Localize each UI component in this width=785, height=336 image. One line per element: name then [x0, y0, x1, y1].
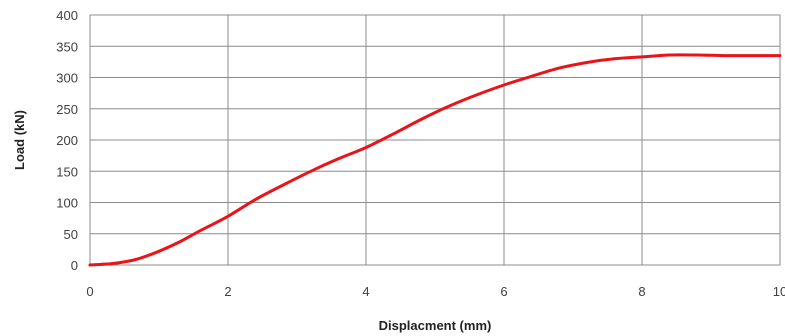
y-axis-label: Load (kN) — [12, 110, 27, 170]
y-tick-label: 250 — [56, 102, 78, 117]
x-tick-label: 10 — [773, 284, 785, 299]
y-tick-label: 200 — [56, 133, 78, 148]
y-tick-label: 400 — [56, 8, 78, 23]
load-series-line — [88, 53, 782, 267]
y-tick-label: 0 — [71, 258, 78, 273]
x-tick-label: 6 — [500, 284, 507, 299]
x-axis-label: Displacment (mm) — [379, 318, 492, 333]
y-tick-label: 50 — [64, 227, 78, 242]
x-axis-ticks: 0 2 4 6 8 10 — [86, 284, 785, 299]
plot-area-border — [89, 14, 781, 266]
x-tick-label: 4 — [362, 284, 369, 299]
y-axis-ticks: 0 50 100 150 200 250 300 350 400 — [56, 8, 78, 273]
y-tick-label: 300 — [56, 71, 78, 86]
gridlines — [90, 15, 780, 265]
series-layer — [88, 53, 782, 267]
x-tick-label: 2 — [224, 284, 231, 299]
y-tick-label: 350 — [56, 39, 78, 54]
x-tick-label: 0 — [86, 284, 93, 299]
x-tick-label: 8 — [638, 284, 645, 299]
y-tick-label: 150 — [56, 164, 78, 179]
y-tick-label: 100 — [56, 196, 78, 211]
